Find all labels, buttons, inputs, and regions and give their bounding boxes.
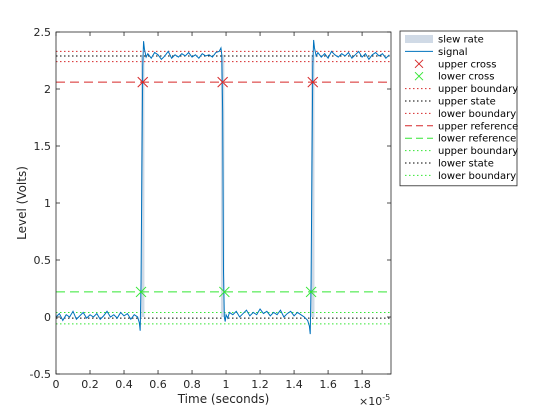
y-tick-label-1: 0 — [44, 311, 51, 324]
legend-box — [399, 30, 518, 187]
x-tick-label-2: 0.4 — [115, 378, 133, 391]
x-tick-label-5: 1 — [223, 378, 230, 391]
upper-cross-point-2 — [307, 76, 319, 88]
legend-label: lower state — [438, 159, 494, 170]
legend-item-9: upper boundary — [405, 146, 518, 157]
legend-swatch-xmark-b — [414, 59, 424, 69]
legend-label: upper cross — [438, 59, 496, 70]
x-tick-label-6: 1.2 — [251, 378, 269, 391]
y-tick-label-5: 2 — [44, 83, 51, 96]
x-tick-label-0: 0 — [53, 378, 60, 391]
y-tick-label-3: 1 — [44, 197, 51, 210]
legend-label: upper boundary — [438, 84, 518, 95]
lower-cross-point-1 — [218, 286, 230, 298]
upper-cross-point-1-stroke-b — [217, 76, 229, 88]
legend-label: lower cross — [438, 72, 494, 83]
legend-label: lower boundary — [438, 171, 516, 182]
x-axis-exponent: ×10-5 — [359, 393, 390, 408]
x-exponent-base: ×10 — [359, 395, 382, 408]
legend-label: upper reference — [438, 121, 518, 132]
legend-item-6: lower boundary — [405, 109, 516, 120]
x-tick-label-9: 1.8 — [353, 378, 371, 391]
legend-item-8: lower reference — [405, 134, 516, 145]
legend-label: upper state — [438, 97, 496, 108]
signal-series-line — [56, 39, 390, 335]
lower-cross-point-0-stroke-b — [135, 286, 147, 298]
x-tick-label-1: 0.2 — [81, 378, 99, 391]
plot-area — [56, 39, 391, 335]
slew-rate-band-2 — [311, 54, 315, 318]
legend-label: signal — [438, 47, 468, 58]
x-tick-label-4: 0.8 — [183, 378, 201, 391]
upper-cross-point-2-stroke-b — [307, 76, 319, 88]
legend-item-5: upper state — [405, 97, 496, 108]
legend-item-2: upper cross — [414, 59, 496, 70]
legend-item-7: upper reference — [405, 121, 518, 132]
legend-swatch-xmark-b — [414, 71, 424, 81]
tick-layer: 0 0.2 0.4 0.6 0.8 1 1.2 1.4 1.6 1.8-0.500.511.522… — [30, 26, 391, 391]
legend-item-10: lower state — [405, 159, 494, 170]
upper-cross-point-0 — [137, 76, 149, 88]
x-tick-label-8: 1.6 — [319, 378, 337, 391]
legend-swatch-band — [405, 35, 433, 43]
legend-item-11: lower boundary — [405, 171, 516, 182]
y-tick-label-2: 0.5 — [34, 254, 52, 267]
legend-label: upper boundary — [438, 146, 518, 157]
legend-item-1: signal — [405, 47, 468, 58]
lower-cross-point-1-stroke-b — [218, 286, 230, 298]
y-tick-label-4: 1.5 — [34, 140, 52, 153]
legend-item-4: upper boundary — [405, 84, 518, 95]
y-axis-label: Level (Volts) — [15, 166, 29, 240]
x-tick-label-3: 0.6 — [149, 378, 167, 391]
legend-label: lower boundary — [438, 109, 516, 120]
legend-label: lower reference — [438, 134, 516, 145]
x-exponent-power: -5 — [382, 393, 390, 402]
legend-item-3: lower cross — [414, 71, 494, 83]
x-tick-label-7: 1.4 — [285, 378, 303, 391]
legend-item-0: slew rate — [405, 35, 484, 46]
plot-layer — [56, 39, 391, 335]
slew-rate-band-0 — [141, 54, 145, 318]
x-axis-label: Time (seconds) — [177, 392, 270, 406]
legend-label: slew rate — [438, 35, 484, 46]
lower-cross-point-2 — [305, 286, 317, 298]
y-tick-label-6: 2.5 — [34, 26, 52, 39]
lower-cross-point-0 — [135, 286, 147, 298]
y-tick-label-0: -0.5 — [30, 368, 51, 381]
lower-cross-point-2-stroke-b — [305, 286, 317, 298]
upper-cross-point-1 — [217, 76, 229, 88]
upper-cross-point-0-stroke-b — [137, 76, 149, 88]
